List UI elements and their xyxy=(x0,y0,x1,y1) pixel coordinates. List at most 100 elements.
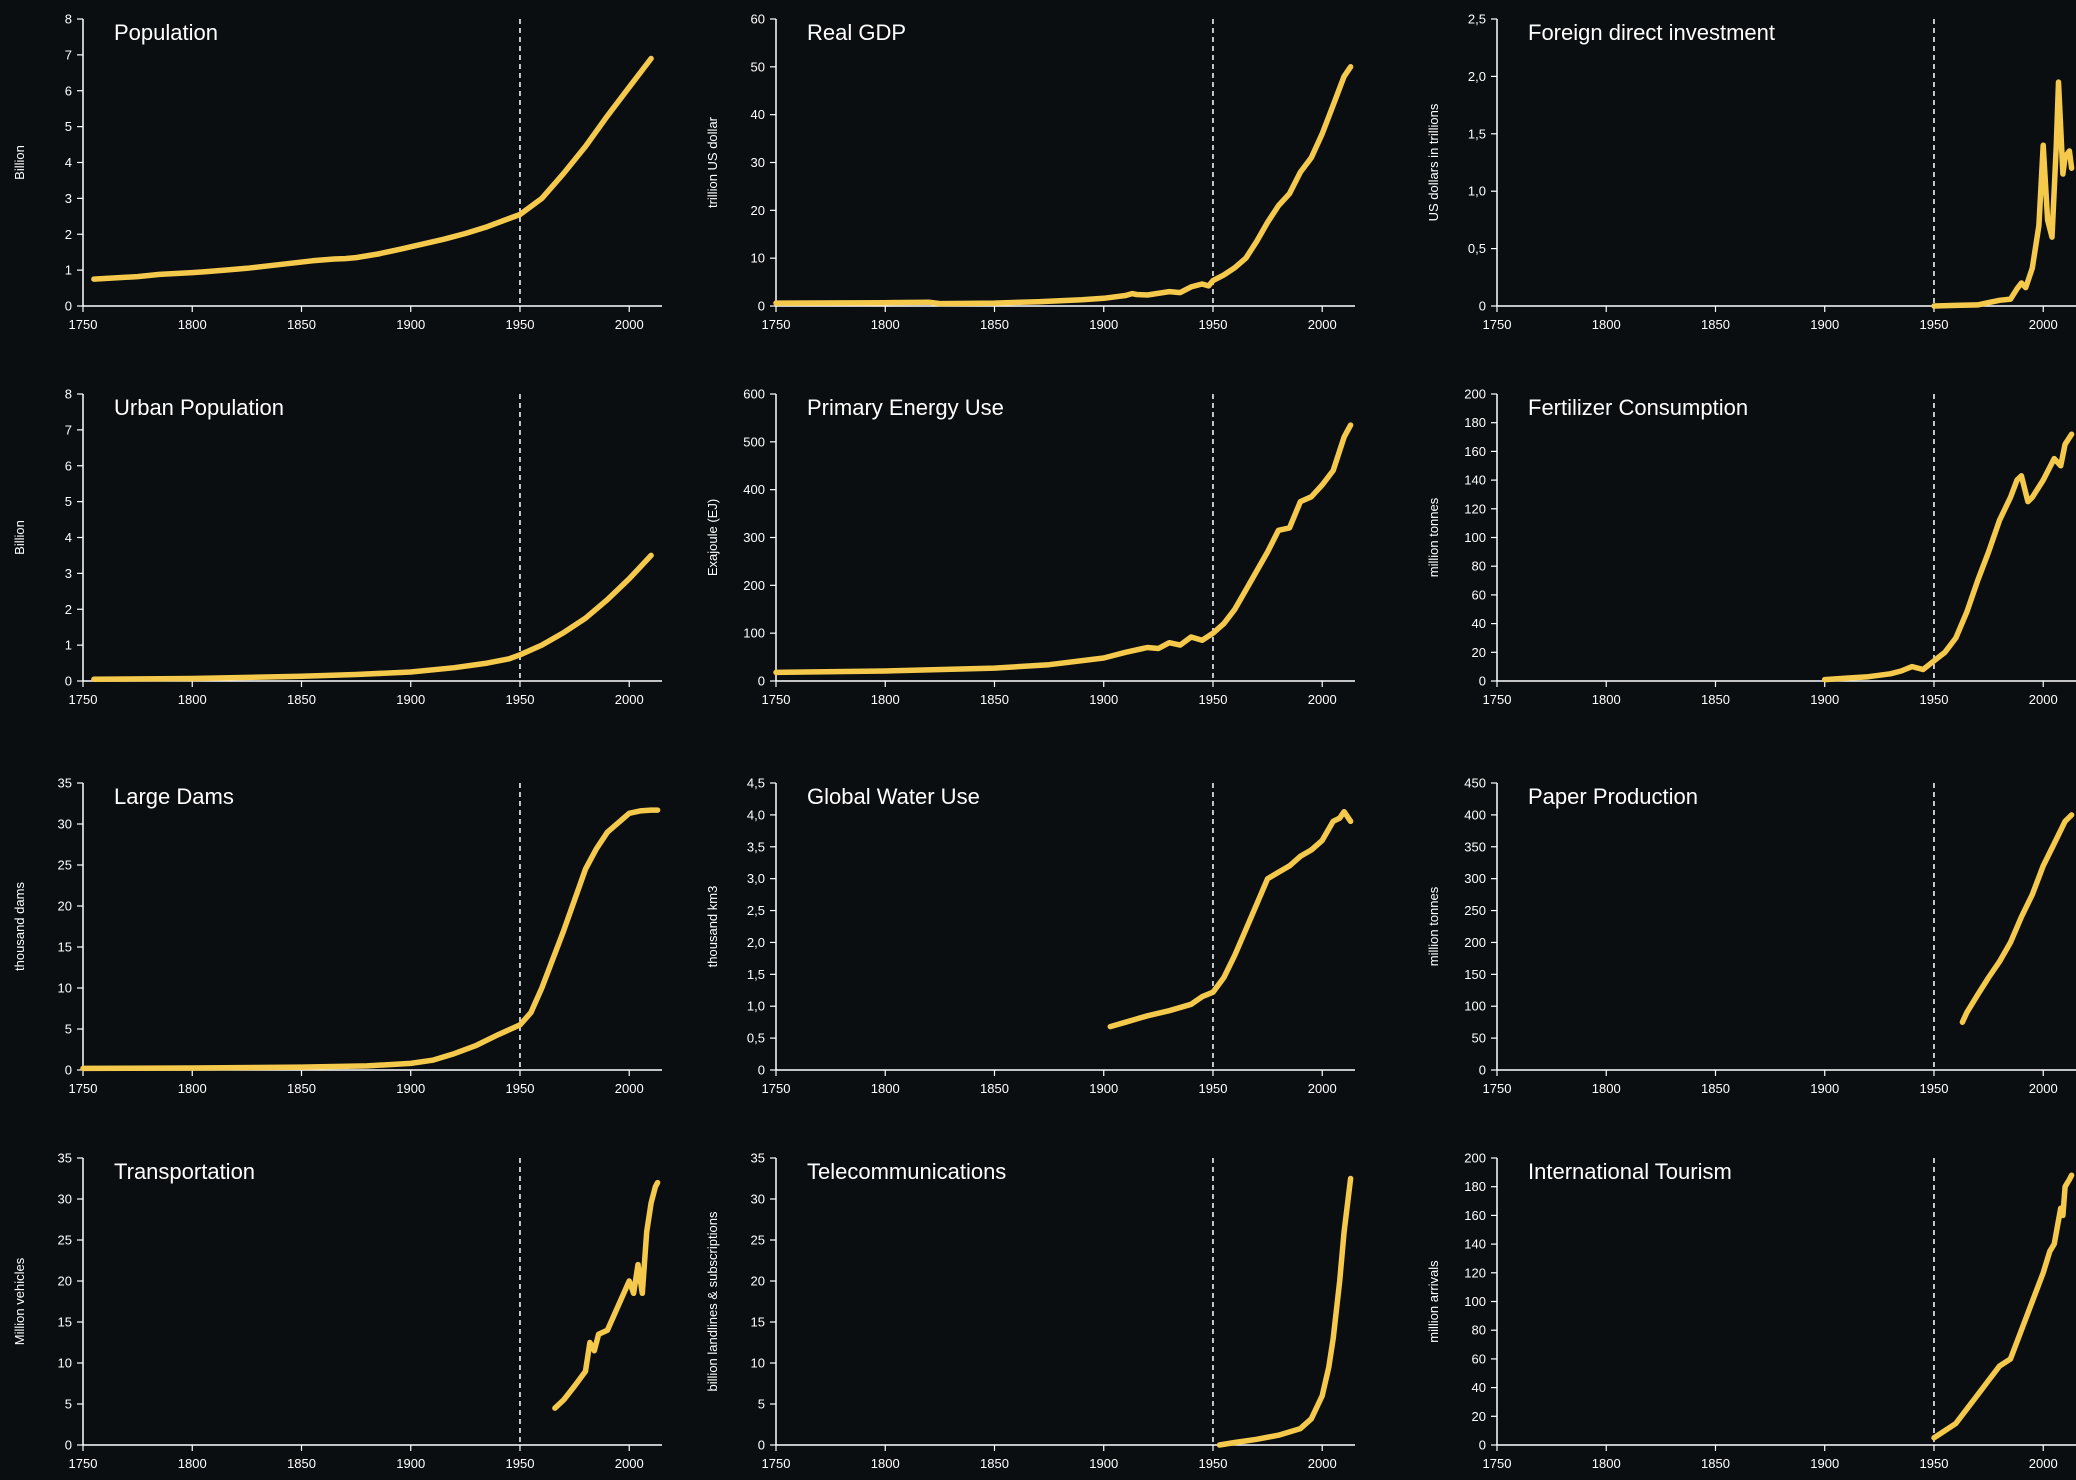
x-tick-label: 1850 xyxy=(980,1456,1009,1471)
y-tick-label: 0 xyxy=(65,299,72,314)
y-tick-label: 2,0 xyxy=(747,935,765,950)
x-tick-label: 2000 xyxy=(2029,1081,2058,1096)
x-tick-label: 1750 xyxy=(69,1456,98,1471)
x-tick-label: 1800 xyxy=(178,317,207,332)
y-tick-label: 80 xyxy=(1472,559,1486,574)
series-line xyxy=(773,64,1354,307)
x-tick-label: 1850 xyxy=(287,692,316,707)
y-tick-label: 3,5 xyxy=(747,839,765,854)
y-axis-label: trillion US dollar xyxy=(705,116,720,208)
x-tick-label: 2000 xyxy=(1308,1456,1337,1471)
x-tick-label: 1850 xyxy=(287,1081,316,1096)
x-tick-label: 2000 xyxy=(2029,692,2058,707)
x-tick-label: 1950 xyxy=(1920,1081,1949,1096)
y-tick-label: 2 xyxy=(65,227,72,242)
y-axis-label: Billion xyxy=(12,145,27,180)
chart-title: Paper Production xyxy=(1528,784,1698,809)
y-tick-label: 50 xyxy=(1472,1031,1486,1046)
x-tick-label: 1800 xyxy=(1592,1081,1621,1096)
x-tick-label: 2000 xyxy=(1308,692,1337,707)
chart-title: Global Water Use xyxy=(807,784,980,809)
y-tick-label: 4 xyxy=(65,530,72,545)
x-tick-label: 1900 xyxy=(396,1081,425,1096)
y-tick-label: 5 xyxy=(758,1397,765,1412)
x-tick-label: 1800 xyxy=(1592,1456,1621,1471)
x-tick-label: 1900 xyxy=(1089,1456,1118,1471)
x-tick-label: 1750 xyxy=(762,317,791,332)
y-tick-label: 200 xyxy=(1464,1151,1486,1166)
series-line xyxy=(1959,812,2075,1025)
y-tick-label: 150 xyxy=(1464,967,1486,982)
x-tick-label: 1900 xyxy=(1810,317,1839,332)
y-tick-label: 200 xyxy=(743,578,765,593)
x-tick-label: 1950 xyxy=(506,1081,535,1096)
y-tick-label: 4 xyxy=(65,155,72,170)
y-axis-label: thousand dams xyxy=(12,882,27,971)
y-tick-label: 2,5 xyxy=(747,903,765,918)
x-tick-label: 2000 xyxy=(1308,317,1337,332)
x-tick-label: 1850 xyxy=(980,1081,1009,1096)
series-line xyxy=(1931,1172,2075,1441)
y-tick-label: 80 xyxy=(1472,1323,1486,1338)
y-tick-label: 160 xyxy=(1464,444,1486,459)
x-tick-label: 2000 xyxy=(2029,317,2058,332)
y-tick-label: 30 xyxy=(58,1192,72,1207)
y-tick-label: 7 xyxy=(65,47,72,62)
y-tick-label: 20 xyxy=(1472,1409,1486,1424)
x-tick-label: 1850 xyxy=(287,317,316,332)
x-tick-label: 1800 xyxy=(871,1456,900,1471)
y-tick-label: 15 xyxy=(58,940,72,955)
y-tick-label: 1,5 xyxy=(1468,126,1486,141)
y-tick-label: 0 xyxy=(1479,1438,1486,1453)
y-tick-label: 10 xyxy=(751,1356,765,1371)
y-tick-label: 450 xyxy=(1464,776,1486,791)
chart-panel: 0 5 10 15 20 25 30 35 1750 1800 1850 1900 1950 2000 th… xyxy=(12,776,662,1096)
y-tick-label: 15 xyxy=(58,1315,72,1330)
x-tick-label: 2000 xyxy=(615,692,644,707)
x-tick-label: 1750 xyxy=(1483,1081,1512,1096)
y-tick-label: 60 xyxy=(751,12,765,27)
x-tick-label: 1900 xyxy=(396,317,425,332)
y-tick-label: 40 xyxy=(751,107,765,122)
y-tick-label: 0 xyxy=(1479,299,1486,314)
y-tick-label: 180 xyxy=(1464,1179,1486,1194)
y-tick-label: 10 xyxy=(58,1356,72,1371)
x-tick-label: 1900 xyxy=(1810,692,1839,707)
y-axis-label: Exajoule (EJ) xyxy=(705,499,720,576)
chart-title: Population xyxy=(114,20,218,45)
x-tick-label: 1950 xyxy=(1920,317,1949,332)
y-tick-label: 400 xyxy=(743,482,765,497)
x-tick-label: 2000 xyxy=(1308,1081,1337,1096)
x-tick-label: 1950 xyxy=(1199,317,1228,332)
y-tick-label: 180 xyxy=(1464,415,1486,430)
x-tick-label: 1850 xyxy=(1701,692,1730,707)
x-tick-label: 1900 xyxy=(1089,1081,1118,1096)
chart-panel: 0 100 200 300 400 500 600 1750 1800 1850 1900 1950 2… xyxy=(705,387,1355,707)
chart-title: Urban Population xyxy=(114,395,284,420)
y-tick-label: 0 xyxy=(65,1438,72,1453)
x-tick-label: 1750 xyxy=(69,317,98,332)
y-tick-label: 100 xyxy=(1464,999,1486,1014)
x-tick-label: 2000 xyxy=(615,1081,644,1096)
x-tick-label: 1800 xyxy=(871,1081,900,1096)
y-tick-label: 200 xyxy=(1464,387,1486,402)
y-tick-label: 20 xyxy=(58,899,72,914)
chart-panel: 0 5 10 15 20 25 30 35 1750 1800 1850 1900 1950 2000 bi… xyxy=(705,1151,1355,1471)
x-tick-label: 1800 xyxy=(871,692,900,707)
y-tick-label: 160 xyxy=(1464,1208,1486,1223)
y-tick-label: 2,0 xyxy=(1468,69,1486,84)
chart-panel: 0 50 100 150 200 250 300 350 400 450 1750 1800 1850 1… xyxy=(1426,776,2076,1096)
x-tick-label: 1850 xyxy=(1701,1456,1730,1471)
y-tick-label: 60 xyxy=(1472,1351,1486,1366)
x-tick-label: 1850 xyxy=(980,317,1009,332)
x-tick-label: 1950 xyxy=(506,1456,535,1471)
y-tick-label: 500 xyxy=(743,434,765,449)
x-tick-label: 1900 xyxy=(396,1456,425,1471)
x-tick-label: 1750 xyxy=(69,692,98,707)
y-tick-label: 5 xyxy=(65,494,72,509)
y-tick-label: 25 xyxy=(58,858,72,873)
y-tick-label: 0 xyxy=(1479,1063,1486,1078)
series-line xyxy=(552,1179,661,1411)
series-line xyxy=(1931,79,2075,309)
y-tick-label: 10 xyxy=(751,251,765,266)
